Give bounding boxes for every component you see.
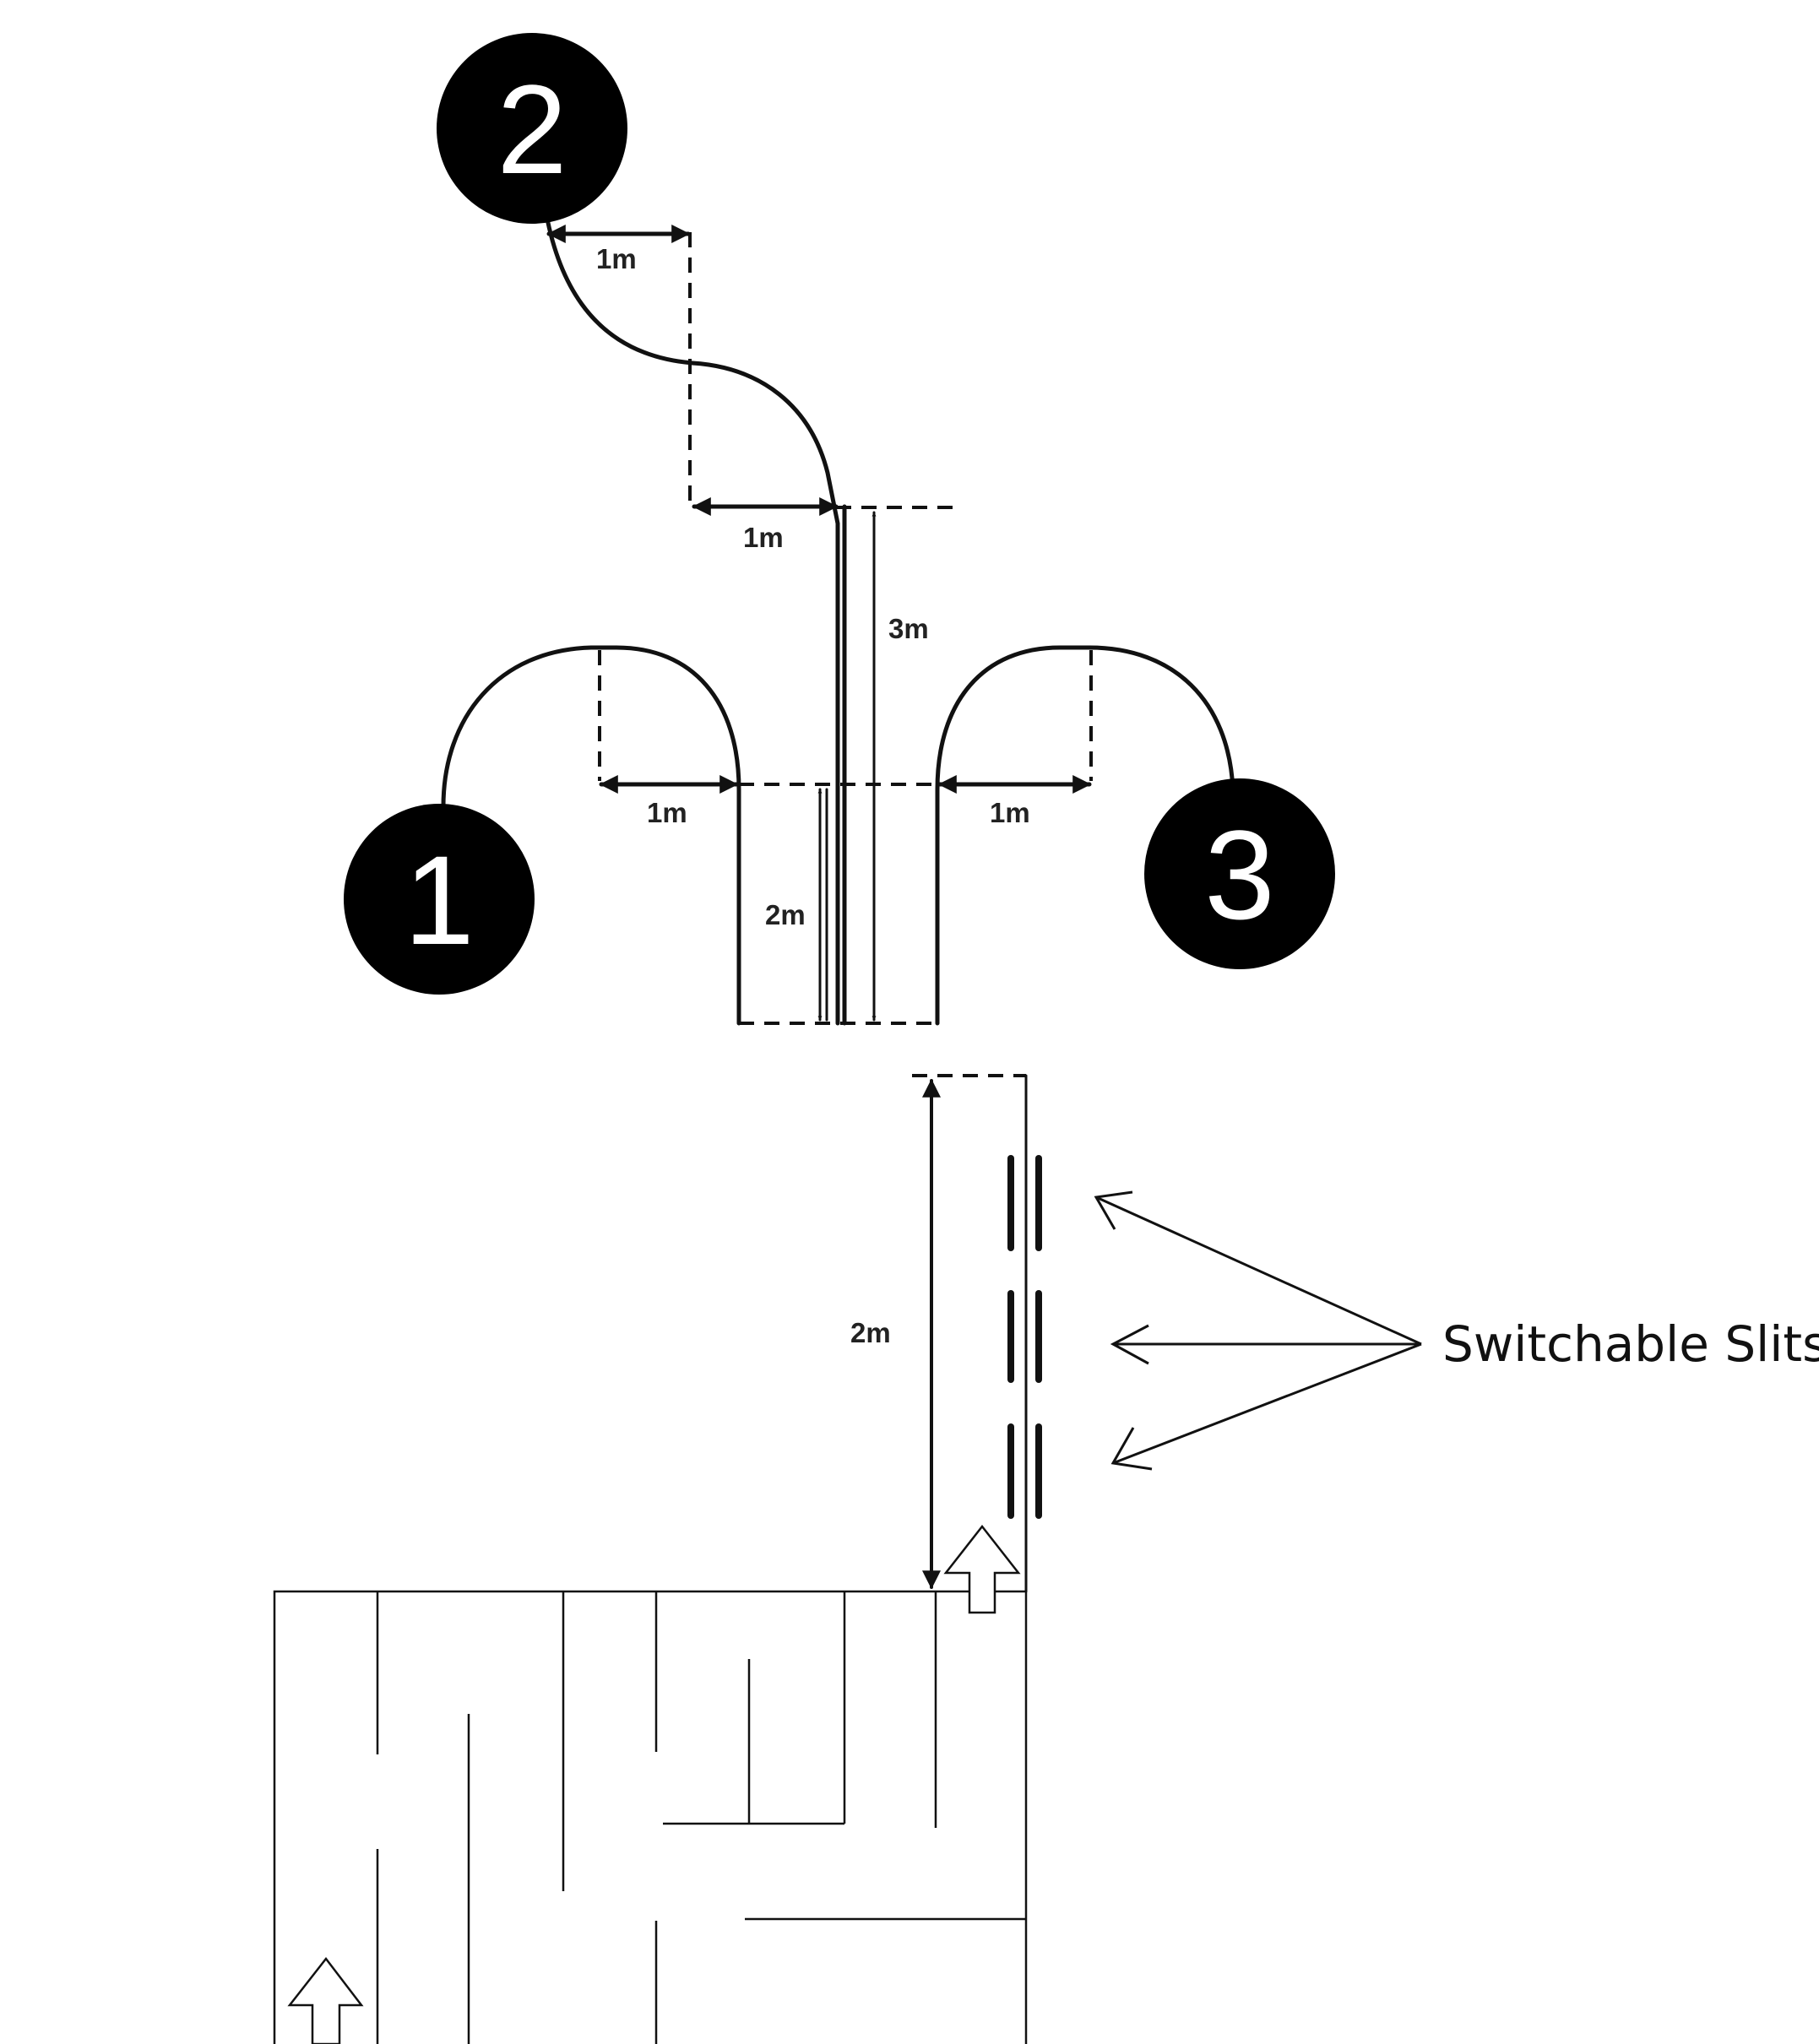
- top-gap-label: 1m: [596, 243, 637, 274]
- slit-callout-arrows: [1094, 1190, 1422, 1471]
- marker-3-number: 3: [1204, 804, 1274, 946]
- slit-1: [1007, 1155, 1042, 1251]
- marker-3-circle: [1144, 778, 1335, 969]
- callout-arrow-3: [1112, 1342, 1422, 1465]
- center-tall-label: 3m: [888, 613, 929, 644]
- marker-3: 3: [1144, 778, 1335, 969]
- slit-3: [1007, 1423, 1042, 1519]
- marker-2-circle: [437, 33, 627, 224]
- marker-1: 1: [344, 804, 535, 995]
- mid-gap-label: 1m: [743, 522, 784, 553]
- center-short-label: 2m: [765, 899, 806, 930]
- maze-exit-arrow: [943, 1524, 1021, 1614]
- switchable-slits-label: Switchable Slits: [1442, 1315, 1819, 1373]
- callout-arrowhead-2: [1110, 1324, 1149, 1365]
- arm-1-curve: [441, 645, 741, 1026]
- callout-arrowhead-3: [1110, 1427, 1153, 1471]
- callout-arrow-1: [1095, 1195, 1422, 1346]
- arm-3-curve: [935, 645, 1235, 1026]
- maze: [273, 1590, 1028, 2044]
- callout-arrowhead-1: [1094, 1190, 1133, 1230]
- marker-2: 2: [437, 33, 627, 224]
- marker-1-circle: [344, 804, 535, 995]
- marker-1-number: 1: [404, 829, 474, 971]
- marker-2-number: 2: [497, 58, 567, 200]
- maze-entry-arrow: [287, 1956, 364, 2044]
- maze-border: [273, 1590, 1028, 2044]
- arm-2-curve: [538, 166, 840, 1026]
- slit-run-label: 2m: [850, 1317, 891, 1348]
- slit-2: [1007, 1290, 1042, 1383]
- left-gap-label: 1m: [647, 797, 687, 828]
- right-gap-label: 1m: [990, 797, 1030, 828]
